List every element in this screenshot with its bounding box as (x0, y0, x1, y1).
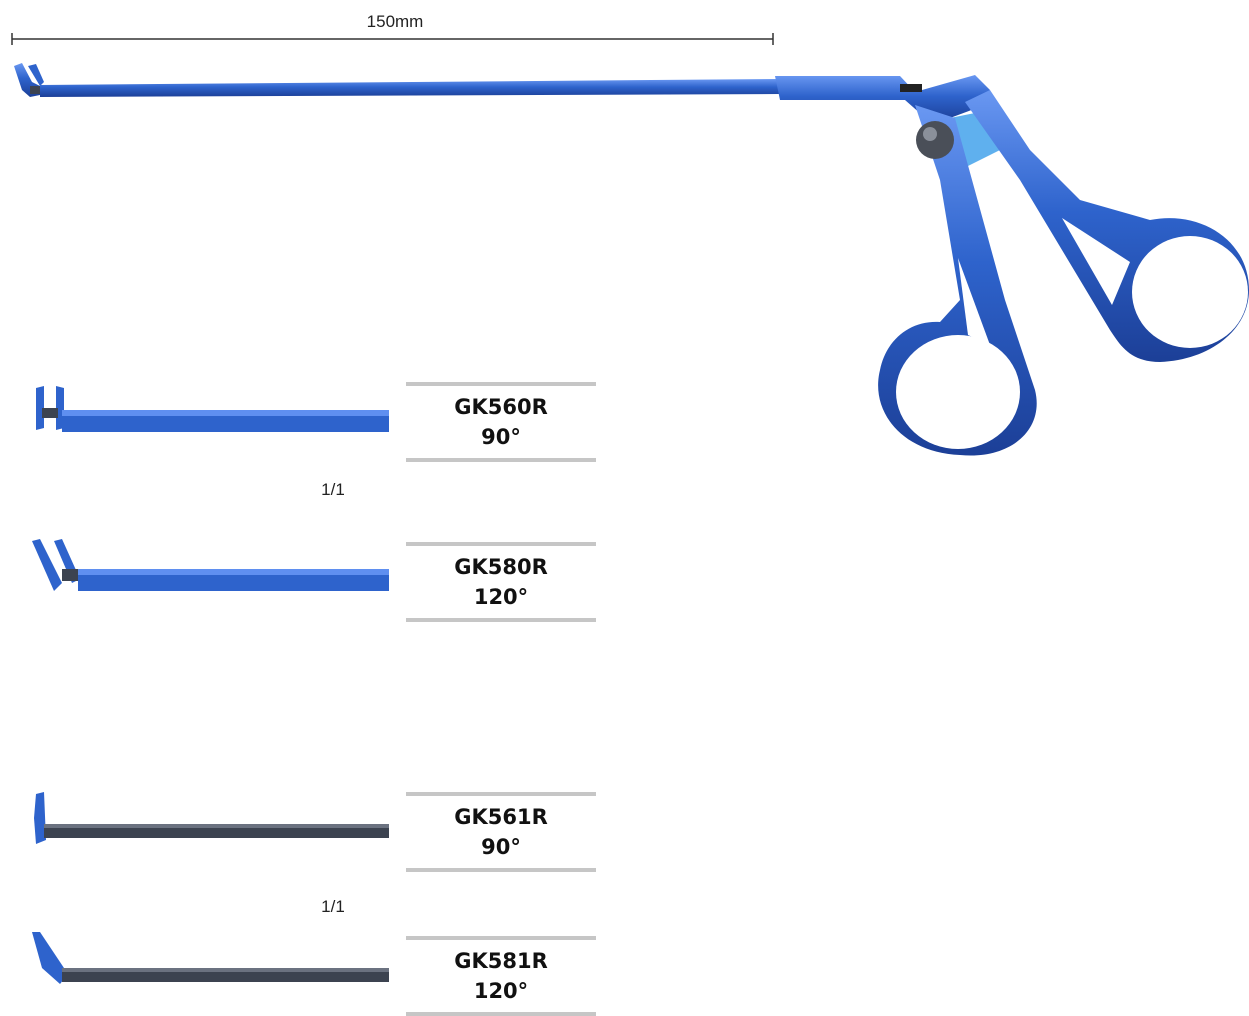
scale-bar (11, 33, 774, 45)
tip-image-gk561r (34, 792, 389, 844)
forceps-instrument-image (14, 63, 1249, 456)
product-angle: 90° (481, 835, 521, 859)
product-code: GK580R (454, 555, 548, 579)
product-label-gk580r: GK580R 120° (406, 542, 596, 622)
product-code: GK581R (454, 949, 548, 973)
product-label-gk560r: GK560R 90° (406, 382, 596, 462)
scale-bar-label: 150mm (366, 12, 424, 31)
product-angle: 120° (473, 585, 529, 609)
tip-image-gk580r (32, 539, 389, 591)
product-angle: 120° (473, 979, 529, 1003)
scale-ratio-label: 1/1 (321, 480, 345, 499)
product-label-gk561r: GK561R 90° (406, 792, 596, 872)
product-code: GK560R (454, 395, 548, 419)
product-angle: 90° (481, 425, 521, 449)
scale-ratio-label: 1/1 (321, 897, 345, 916)
tip-image-gk560r (36, 386, 389, 432)
tip-image-gk581r (32, 932, 389, 984)
product-label-gk581r: GK581R 120° (406, 936, 596, 1016)
product-code: GK561R (454, 805, 548, 829)
